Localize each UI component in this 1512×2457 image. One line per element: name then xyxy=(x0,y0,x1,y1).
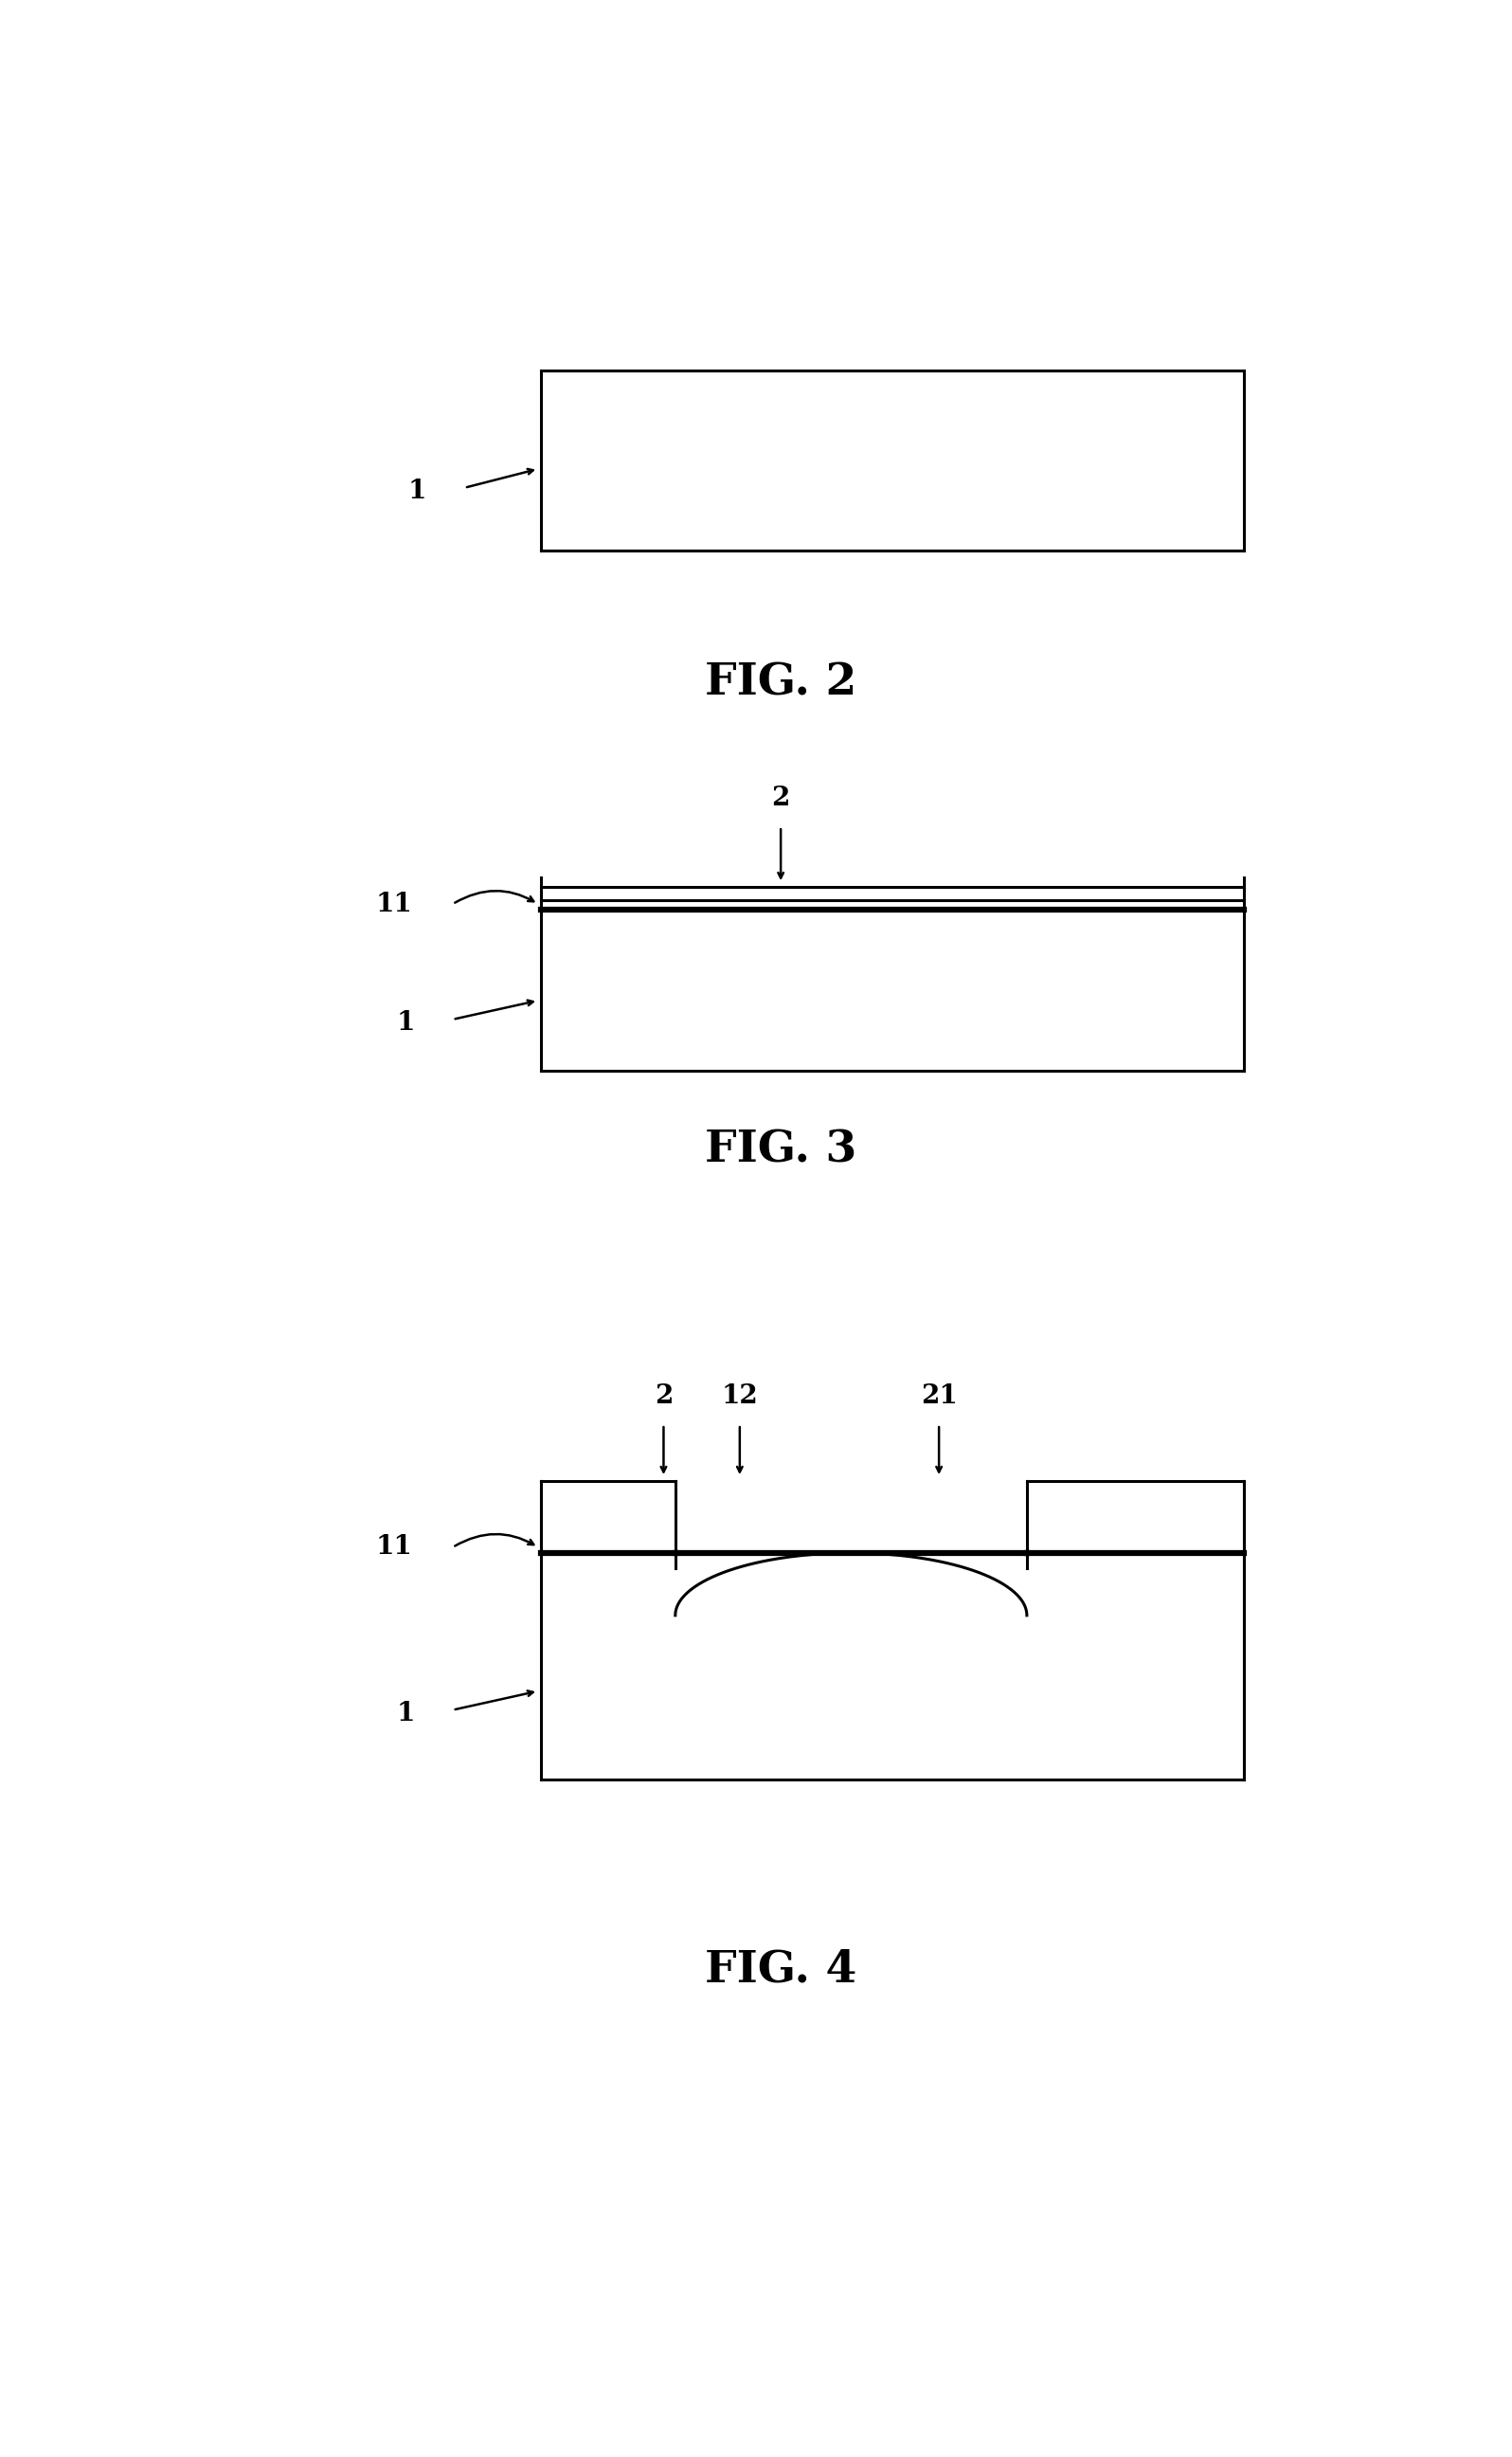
Text: 1: 1 xyxy=(408,479,426,504)
Text: 21: 21 xyxy=(921,1383,957,1408)
Text: FIG. 3: FIG. 3 xyxy=(705,1128,857,1172)
Text: FIG. 4: FIG. 4 xyxy=(705,1948,857,1990)
Text: 1: 1 xyxy=(396,1010,414,1037)
Text: 1: 1 xyxy=(396,1700,414,1727)
Text: FIG. 2: FIG. 2 xyxy=(705,661,857,705)
Text: 2: 2 xyxy=(771,786,789,811)
Text: 2: 2 xyxy=(655,1383,673,1408)
Text: 11: 11 xyxy=(375,1536,413,1560)
Text: 12: 12 xyxy=(721,1383,758,1408)
Text: 11: 11 xyxy=(375,892,413,916)
